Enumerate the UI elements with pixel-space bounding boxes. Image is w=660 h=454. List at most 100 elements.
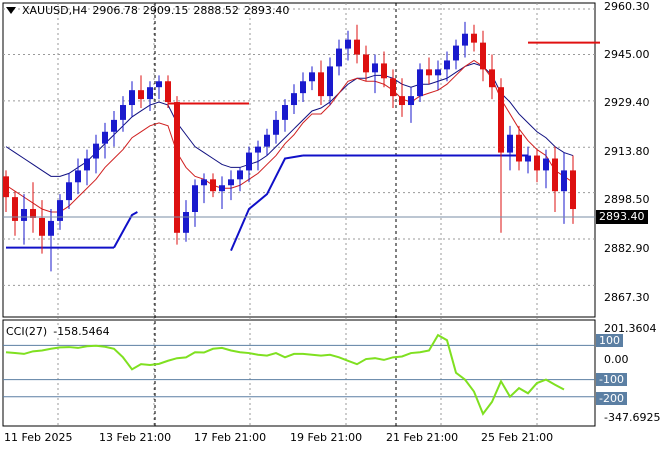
bear-candle xyxy=(174,102,180,233)
trend-line xyxy=(113,211,138,249)
bull-candle xyxy=(345,39,351,49)
bull-candle xyxy=(156,81,162,88)
bull-candle xyxy=(201,179,207,186)
bear-candle xyxy=(390,78,396,97)
bear-candle xyxy=(363,54,369,73)
price-label: 2867.30 xyxy=(604,291,650,304)
dropdown-triangle-icon[interactable] xyxy=(6,7,16,14)
bull-candle xyxy=(183,212,189,233)
price-label: 2929.40 xyxy=(604,96,650,109)
bull-candle xyxy=(93,143,99,159)
bear-candle xyxy=(552,158,558,192)
bull-candle xyxy=(525,155,531,162)
cci-zero-label: 0.00 xyxy=(604,353,629,366)
bear-candle xyxy=(354,39,360,55)
bull-candle xyxy=(561,170,567,192)
price-label: 2960.30 xyxy=(604,0,650,13)
current-price-tag: 2893.40 xyxy=(596,210,648,224)
time-label: 13 Feb 21:00 xyxy=(99,431,172,444)
bull-candle xyxy=(336,48,342,67)
bull-candle xyxy=(75,170,81,183)
bull-candle xyxy=(246,152,252,171)
bear-candle xyxy=(399,96,405,106)
bull-candle xyxy=(120,105,126,120)
cci-title: CCI(27) xyxy=(6,325,48,338)
bear-candle xyxy=(138,90,144,100)
bull-candle xyxy=(444,60,450,70)
bear-candle xyxy=(381,63,387,79)
bear-candle xyxy=(498,87,504,153)
bull-candle xyxy=(543,158,549,171)
price-label: 2882.90 xyxy=(604,242,650,255)
bear-candle xyxy=(471,33,477,43)
price-label: 2898.50 xyxy=(604,193,650,206)
time-label: 11 Feb 2025 xyxy=(4,431,73,444)
bull-candle xyxy=(300,81,306,94)
moving-average-line xyxy=(5,59,574,213)
cci-header: CCI(27) -158.5464 xyxy=(6,325,110,338)
bull-candle xyxy=(417,69,423,97)
open-value: 2906.78 xyxy=(92,4,138,17)
close-value: 2893.40 xyxy=(243,4,290,17)
bull-candle xyxy=(192,185,198,212)
bear-candle xyxy=(489,69,495,88)
bear-candle xyxy=(480,42,486,70)
bear-candle xyxy=(165,81,171,103)
bull-candle xyxy=(327,66,333,97)
symbol-label: XAUUSD,H4 xyxy=(22,4,88,17)
price-label: 2945.00 xyxy=(604,48,650,61)
cci-value: -158.5464 xyxy=(53,325,110,338)
bull-candle xyxy=(273,119,279,135)
time-label: 17 Feb 21:00 xyxy=(194,431,267,444)
grid xyxy=(3,3,595,426)
high-value: 2909.15 xyxy=(142,4,189,17)
bear-candle xyxy=(3,176,9,198)
bull-candle xyxy=(462,33,468,46)
bull-candle xyxy=(147,87,153,100)
bull-candle xyxy=(291,93,297,106)
cci-max-label: 201.3604 xyxy=(604,322,657,335)
time-label: 21 Feb 21:00 xyxy=(386,431,459,444)
bull-candle xyxy=(228,179,234,186)
price-pane-border xyxy=(2,2,596,318)
bull-candle xyxy=(372,63,378,73)
bull-candle xyxy=(129,90,135,106)
bull-candle xyxy=(21,209,27,221)
bull-candle xyxy=(111,119,117,132)
trend-line xyxy=(230,154,304,252)
bear-candle xyxy=(210,179,216,192)
bull-candle xyxy=(255,146,261,153)
cci-min-label: -347.6925 xyxy=(604,411,660,424)
bull-candle xyxy=(309,72,315,82)
moving-averages xyxy=(5,59,574,213)
bear-candle xyxy=(516,134,522,162)
cci-level-minus100: -100 xyxy=(596,373,627,386)
price-label: 2913.80 xyxy=(604,145,650,158)
bear-candle xyxy=(318,72,324,97)
support-resistance-lines xyxy=(6,41,600,252)
bull-candle xyxy=(219,185,225,192)
time-label: 25 Feb 21:00 xyxy=(481,431,554,444)
bull-candle xyxy=(66,182,72,201)
candles xyxy=(3,21,576,272)
bull-candle xyxy=(282,105,288,120)
low-value: 2888.52 xyxy=(193,4,239,17)
cci-level-minus200: -200 xyxy=(596,392,627,405)
bull-candle xyxy=(48,220,54,236)
bull-candle xyxy=(453,45,459,61)
bear-candle xyxy=(39,217,45,236)
cci-line xyxy=(5,333,565,416)
bull-candle xyxy=(408,96,414,106)
bear-candle xyxy=(426,69,432,76)
bull-candle xyxy=(84,158,90,171)
time-label: 19 Feb 21:00 xyxy=(290,431,363,444)
bear-candle xyxy=(570,170,576,210)
cci-polyline xyxy=(5,333,565,416)
bear-candle xyxy=(534,155,540,171)
moving-average-line xyxy=(5,62,574,177)
bull-candle xyxy=(57,200,63,221)
bull-candle xyxy=(237,170,243,180)
bear-candle xyxy=(12,197,18,221)
